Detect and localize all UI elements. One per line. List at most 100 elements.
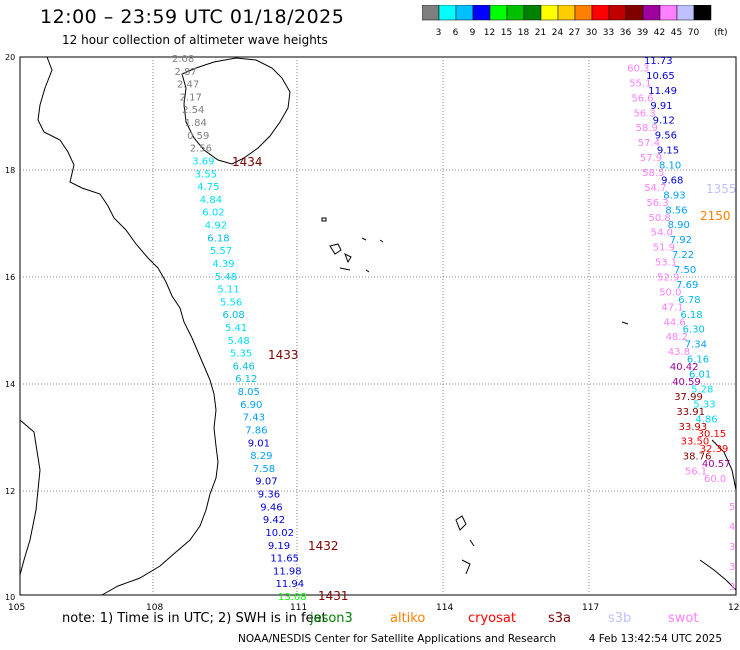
- wave-height-value: 3.55: [195, 169, 217, 180]
- wave-height-value: 9.56: [655, 131, 677, 142]
- wave-height-value: 5.28: [691, 384, 713, 395]
- scale-tick-label: 18: [518, 28, 530, 37]
- wave-height-value: 8.93: [663, 190, 685, 201]
- satellite-legend-s3a: s3a: [548, 611, 572, 626]
- scale-swatch: [472, 5, 491, 21]
- scale-swatch: [438, 5, 457, 21]
- wave-height-value: 37.99: [674, 392, 703, 403]
- scale-tick-label: 70: [688, 28, 700, 37]
- wave-height-value: 2.47: [177, 80, 199, 91]
- wave-height-value: 5.11: [217, 285, 239, 296]
- wave-height-value: 2.54: [182, 105, 204, 116]
- pass-time-label: 1432: [308, 539, 339, 553]
- wave-height-value: 9.01: [248, 438, 270, 449]
- wave-height-value: 6.16: [687, 355, 709, 366]
- scale-swatch: [693, 5, 712, 21]
- pass-time-label: 1433: [268, 348, 299, 362]
- wave-height-value: 3: [729, 542, 735, 553]
- wave-height-value: 56.6: [631, 93, 653, 104]
- wave-height-value: 60.3: [627, 64, 649, 75]
- wave-height-value: 11.49: [648, 86, 677, 97]
- wave-height-value: 56.3: [634, 108, 656, 119]
- scale-tick-label: 45: [671, 28, 682, 37]
- footer-note: note: 1) Time is in UTC; 2) SWH is in fe…: [62, 611, 327, 626]
- scale-swatch: [625, 5, 644, 21]
- wave-height-value: 32.39: [700, 444, 729, 455]
- scale-swatch: [489, 5, 508, 21]
- scale-tick-label: 27: [569, 28, 580, 37]
- scale-tick-label: 6: [453, 28, 459, 37]
- wave-height-value: 7.43: [243, 413, 265, 424]
- wave-height-value: 57.4: [638, 138, 660, 149]
- wave-height-value: 4.39: [212, 259, 234, 270]
- wave-height-value: 58.9: [636, 123, 658, 134]
- map-gridlines: [20, 57, 736, 595]
- pass-time-label: 1434: [232, 155, 263, 169]
- longitude-tick: 117: [582, 603, 599, 613]
- wave-height-value: 5.48: [228, 336, 250, 347]
- wave-height-value: 9.15: [657, 146, 679, 157]
- latitude-tick: 18: [5, 166, 15, 175]
- wave-height-value: 54.0: [651, 228, 673, 239]
- wave-height-value: 8.56: [665, 205, 687, 216]
- wave-height-value: 40.42: [670, 362, 699, 373]
- wave-height-value: 9.36: [258, 490, 280, 501]
- credit-line: NOAA/NESDIS Center for Satellite Applica…: [238, 633, 722, 645]
- scale-swatch: [540, 5, 559, 21]
- scale-swatch: [422, 5, 440, 21]
- wave-height-value: 11.65: [270, 554, 299, 565]
- wave-height-value: 7.50: [674, 265, 696, 276]
- wave-height-value: 11.98: [273, 566, 302, 577]
- scale-tick-label: 12: [484, 28, 495, 37]
- wave-height-value: 4.75: [197, 182, 219, 193]
- wave-height-value: 6.78: [678, 295, 700, 306]
- satellite-legend-altiko: altiko: [390, 611, 426, 626]
- scale-swatch: [591, 5, 610, 21]
- satellite-legend-cryosat: cryosat: [468, 611, 516, 626]
- wave-height-value: 33.91: [676, 407, 705, 418]
- wave-height-value: 3.69: [192, 157, 214, 168]
- satellite-legend-s3b: s3b: [608, 611, 632, 626]
- chart-title: 12:00 – 23:59 UTC 01/18/2025: [40, 6, 345, 28]
- longitude-tick: 105: [8, 603, 25, 613]
- latitude-tick: 14: [5, 380, 15, 389]
- pass-time-labels: 1434 1433 1432 1431 1355 2150: [232, 155, 737, 603]
- altimeter-track-left: 2.08 2.87 2.472.17 2.54 1.84 0.59 2.56 3.693.55…: [172, 54, 307, 603]
- wave-height-value: 1.84: [185, 118, 207, 129]
- wave-height-value: 57.9: [640, 153, 662, 164]
- wave-height-value: 55.1: [629, 78, 651, 89]
- wave-height-value: 7.58: [253, 464, 275, 475]
- scale-tick-label: 9: [470, 28, 476, 37]
- wave-height-value: 56.1: [685, 467, 707, 478]
- wave-height-value: 33.93: [679, 422, 708, 433]
- wave-height-value: 8.05: [238, 387, 260, 398]
- scale-swatch: [557, 5, 576, 21]
- wave-height-value: 13.08: [278, 592, 307, 603]
- satellite-legend-jason3: jason3: [310, 611, 353, 626]
- wave-height-value: 3: [729, 562, 735, 573]
- wave-height-value: 9.12: [653, 116, 675, 127]
- wave-height-value: 5.56: [220, 297, 242, 308]
- wave-height-value: 56.3: [646, 198, 668, 209]
- wave-height-value: 6.46: [233, 361, 255, 372]
- wave-height-value: 11.94: [276, 579, 305, 590]
- latitude-tick: 10: [5, 593, 15, 602]
- wave-height-value: 9.68: [661, 175, 683, 186]
- wave-height-value: 10.65: [646, 71, 675, 82]
- wave-height-value: 0.59: [187, 131, 209, 142]
- coastline: [19, 56, 737, 596]
- wave-height-value: 5.33: [693, 399, 715, 410]
- wave-height-value: 3: [729, 582, 735, 593]
- wave-height-value: 4.84: [200, 195, 222, 206]
- wave-height-value: 51.9: [653, 243, 675, 254]
- wave-height-value: 10.02: [265, 528, 294, 539]
- wave-height-value: 2.17: [180, 92, 202, 103]
- wave-height-value: 40.59: [672, 377, 701, 388]
- latitude-tick-labels: 20 18 16 14 12 10: [5, 53, 15, 602]
- scale-unit-label: (ft): [714, 28, 728, 37]
- scale-tick-label: 21: [535, 28, 546, 37]
- scale-tick-label: 3: [436, 28, 442, 37]
- scale-tick-label: 33: [603, 28, 614, 37]
- wave-height-value: 52.9: [657, 273, 679, 284]
- scale-tick-label: 42: [654, 28, 665, 37]
